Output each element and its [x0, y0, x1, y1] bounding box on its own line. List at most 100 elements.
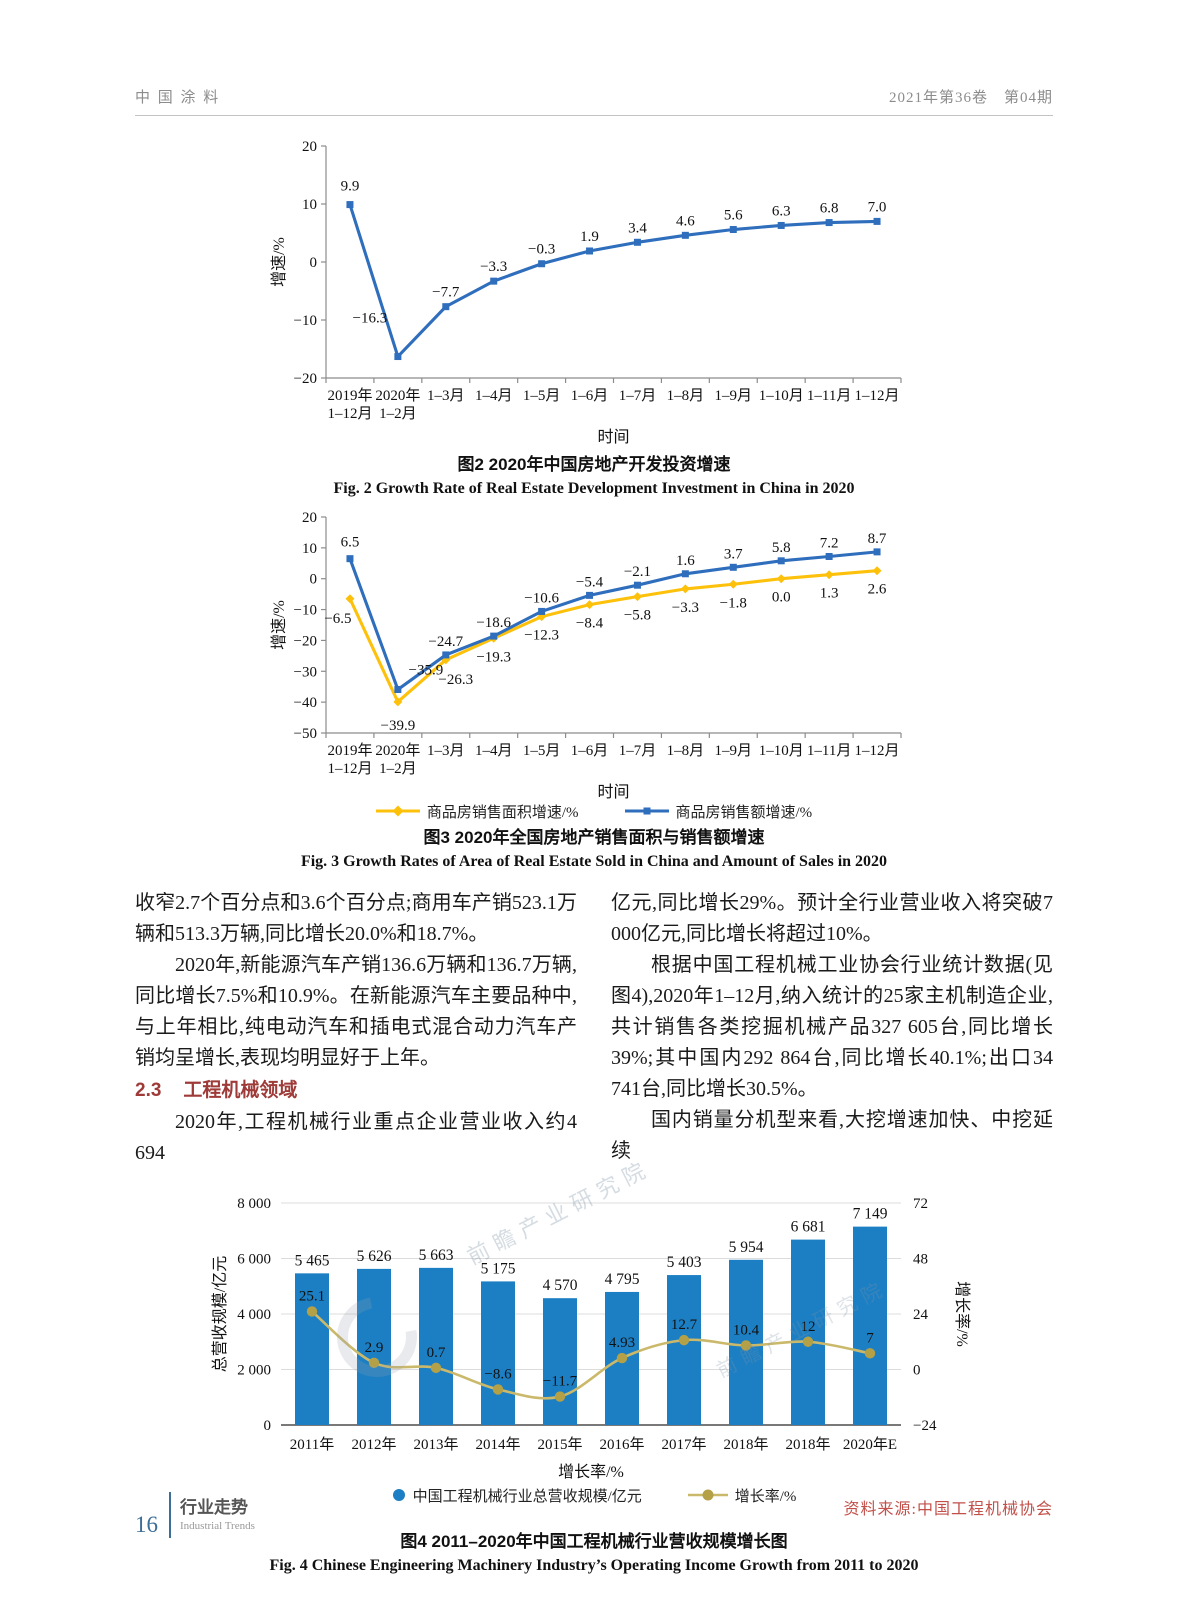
- fig4-legend-label-growth: 增长率/%: [734, 1488, 797, 1505]
- chart-text: 4 000: [237, 1307, 271, 1323]
- chart-text: −3.3: [480, 259, 507, 275]
- page-number: 16: [135, 1512, 158, 1537]
- chart-text: −10: [294, 313, 317, 329]
- chart-text: 10: [302, 197, 317, 213]
- data-marker: [681, 570, 689, 578]
- chart-text: 1–2月: [379, 406, 417, 422]
- chart-text: 7: [866, 1330, 874, 1346]
- data-marker: [825, 219, 833, 227]
- chart-text: −16.3: [353, 311, 388, 327]
- data-marker: [678, 1334, 690, 1346]
- chart-text: 0.7: [427, 1345, 446, 1361]
- footer-section-en: Industrial Trends: [180, 1520, 255, 1532]
- growth-line: [311, 1310, 871, 1400]
- chart-text: 6.5: [341, 535, 360, 551]
- data-marker: [729, 226, 737, 234]
- chart-text: 3.4: [628, 220, 647, 236]
- fig4-caption-en: Fig. 4 Chinese Engineering Machinery Ind…: [269, 1557, 919, 1574]
- chart-text: 5 663: [419, 1247, 454, 1264]
- chart-text: 1–7月: [619, 743, 657, 759]
- fig3-legend-label-amount: 商品房销售额增速/%: [675, 804, 813, 821]
- data-marker: [776, 574, 786, 584]
- chart-text: 5 403: [667, 1254, 702, 1271]
- chart-text: 8.7: [868, 531, 887, 547]
- fig2-caption-cn: 图2 2020年中国房地产开发投资增速: [457, 455, 731, 474]
- chart-text: 1–12月: [855, 388, 900, 404]
- fig4-legend: 中国工程机械行业总营收规模/亿元 增长率/%: [135, 1483, 1053, 1507]
- chart-text: 1–3月: [427, 743, 465, 759]
- chart-text: 1–12月: [327, 406, 372, 422]
- chart-text: 8 000: [237, 1196, 271, 1212]
- chart-text: 2012年: [351, 1436, 396, 1453]
- chart-text: 4 570: [543, 1277, 578, 1294]
- chart-text: −24: [913, 1418, 937, 1434]
- chart-text: 1–11月: [807, 388, 851, 404]
- fig3-legend-item-amount: 商品房销售额增速/%: [624, 801, 813, 822]
- bar: [419, 1267, 453, 1425]
- paragraph: 国内销量分机型来看,大挖增速加快、中挖延续: [611, 1109, 1053, 1162]
- data-marker: [538, 260, 546, 268]
- article-body: 收窄2.7个百分点和3.6个百分点;商用车产销523.1万辆和513.3万辆,同…: [135, 888, 1053, 1169]
- chart-text: 5 954: [729, 1239, 764, 1256]
- data-marker: [680, 584, 690, 594]
- chart-text: 1–4月: [475, 388, 513, 404]
- bar: [791, 1239, 825, 1425]
- page-header: 中 国 涂 料 2021年第36卷 第04期: [135, 86, 1053, 116]
- chart-text: 2.9: [365, 1340, 384, 1356]
- chart-text: 2018年: [723, 1436, 768, 1453]
- data-marker: [538, 607, 546, 615]
- chart-text: 增长率/%: [953, 1281, 971, 1347]
- fig4-legend-item-growth: 增长率/%: [687, 1485, 797, 1506]
- bar: [481, 1281, 515, 1425]
- left-column: 收窄2.7个百分点和3.6个百分点;商用车产销523.1万辆和513.3万辆,同…: [135, 888, 577, 1169]
- chart-text: 5 626: [357, 1248, 392, 1265]
- fig3-legend-item-area: 商品房销售面积增速/%: [375, 801, 579, 822]
- chart-text: −50: [294, 726, 317, 742]
- fig4-legend-label-revenue: 中国工程机械行业总营收规模/亿元: [412, 1488, 642, 1505]
- data-marker: [873, 548, 881, 556]
- section-number: 2.3: [135, 1080, 162, 1101]
- series-line: [348, 204, 878, 360]
- data-marker: [490, 277, 498, 285]
- fig3-caption-cn: 图3 2020年全国房地产销售面积与销售额增速: [423, 828, 765, 847]
- chart-text: −35.9: [409, 662, 444, 678]
- chart-text: 2.6: [868, 582, 887, 598]
- fig3-caption-en: Fig. 3 Growth Rates of Area of Real Esta…: [300, 853, 888, 870]
- chart-text: −8.4: [576, 616, 604, 632]
- page-footer: 16 行业走势 Industrial Trends: [135, 1492, 255, 1538]
- data-marker: [442, 303, 450, 311]
- chart-text: 48: [913, 1252, 928, 1268]
- chart-text: −18.6: [476, 615, 511, 631]
- chart-text: 0.0: [772, 590, 791, 606]
- chart-text: 5 465: [295, 1252, 330, 1269]
- fig4-legend-source-row: 中国工程机械行业总营收规模/亿元 增长率/% 资料来源:中国工程机械协会: [135, 1483, 1053, 1518]
- yellow-diamond-line-icon: [375, 805, 420, 817]
- chart-text: 2019年: [327, 742, 372, 759]
- data-marker: [585, 600, 595, 610]
- chart-text: −8.6: [484, 1366, 512, 1382]
- chart-text: −10.6: [524, 590, 559, 606]
- chart-text: −0.3: [528, 242, 555, 258]
- chart-text: 1–6月: [571, 388, 609, 404]
- chart-text: 1–5月: [523, 743, 561, 759]
- chart-text: −5.8: [624, 608, 651, 624]
- chart-text: 0: [310, 572, 318, 588]
- data-marker: [633, 581, 641, 589]
- figure-3: 20 10 0 −10 −20 −30 −40 −50 2019年 1–12月 2020年 1–2月 1…: [135, 507, 1053, 874]
- chart-text: 1–5月: [523, 388, 561, 404]
- chart-text: 1–9月: [715, 388, 753, 404]
- chart-text: 时间: [597, 428, 629, 446]
- bar: [853, 1226, 887, 1425]
- chart-text: −20: [294, 371, 317, 387]
- chart-text: 0: [264, 1418, 272, 1434]
- chart-text: −5.4: [576, 574, 604, 590]
- chart-text: 1–4月: [475, 743, 513, 759]
- chart-text: 时间: [597, 783, 629, 801]
- data-marker: [740, 1340, 752, 1351]
- chart-text: 10: [302, 541, 317, 557]
- fig3-legend-label-area: 商品房销售面积增速/%: [426, 804, 579, 821]
- section-heading: 2.3 工程机械领域: [135, 1075, 577, 1106]
- chart-text: 增速/%: [270, 237, 288, 287]
- chart-text: 4.6: [676, 213, 695, 229]
